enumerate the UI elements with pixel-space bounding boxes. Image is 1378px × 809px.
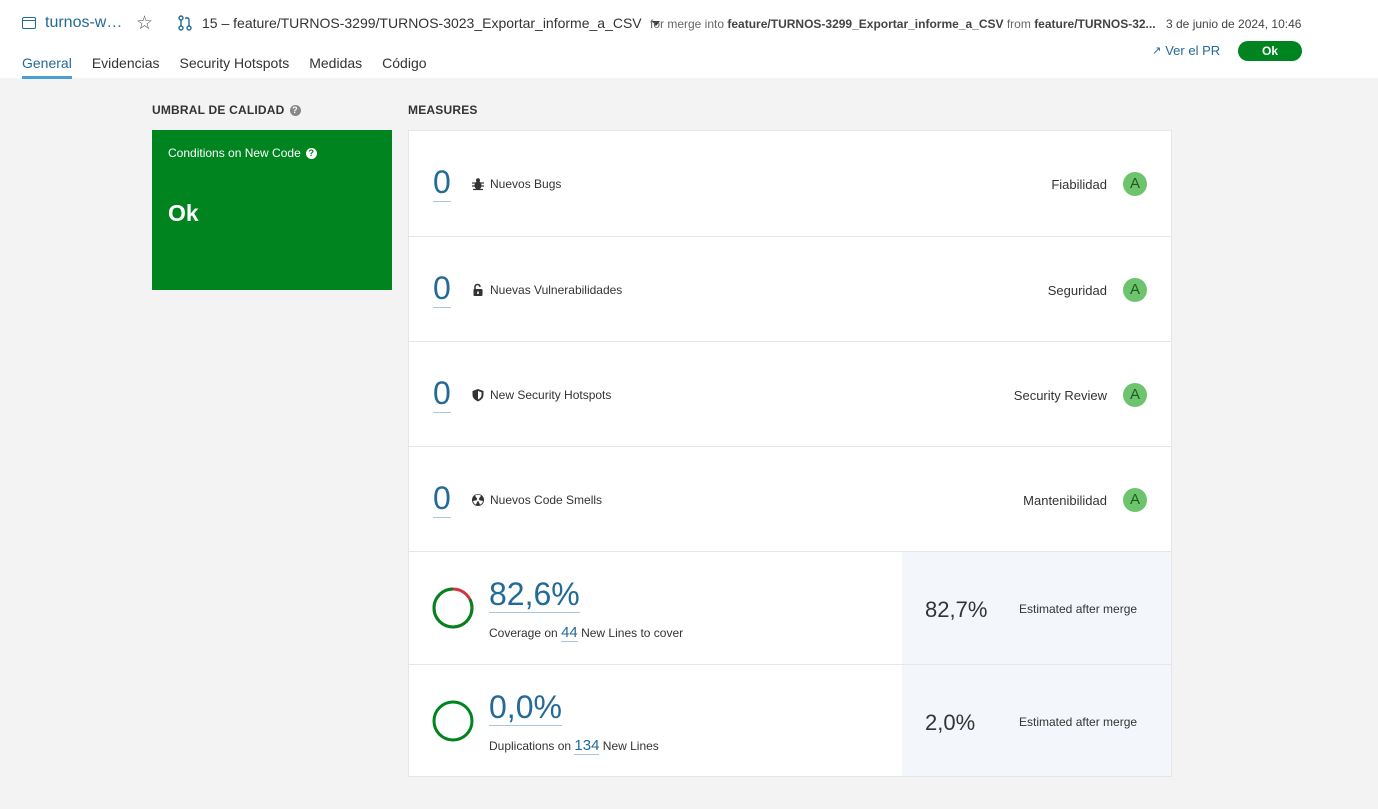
tab-codigo[interactable]: Código xyxy=(382,55,427,71)
rating-badge[interactable]: A xyxy=(1123,383,1147,407)
merge-prefix: for merge into xyxy=(650,17,725,31)
measure-category: Seguridad xyxy=(1047,283,1107,298)
status-badge: Ok xyxy=(1238,41,1302,61)
quality-gate-status: Ok xyxy=(168,200,199,226)
coverage-arc xyxy=(432,587,474,629)
measure-label: Nuevos Bugs xyxy=(471,177,561,191)
coverage-value[interactable]: 82,6% xyxy=(489,576,580,613)
measure-label: Nuevas Vulnerabilidades xyxy=(471,283,622,297)
coverage-lines-link[interactable]: 44 xyxy=(561,624,578,642)
view-pr-link[interactable]: ↗ Ver el PR xyxy=(1152,43,1220,58)
rating-badge[interactable]: A xyxy=(1123,488,1147,512)
measure-category: Security Review xyxy=(1013,388,1107,403)
tab-evidencias[interactable]: Evidencias xyxy=(91,55,160,71)
duplications-row: 0,0% Duplications on 134 New Lines 2,0% … xyxy=(409,665,1171,776)
rating-badge[interactable]: A xyxy=(1123,172,1147,196)
branch-label[interactable]: 15 – feature/TURNOS-3299/TURNOS-3023_Exp… xyxy=(202,15,642,31)
quality-gate-box: Conditions on New Code ? Ok xyxy=(152,130,392,290)
after-merge-panel xyxy=(902,665,1171,776)
measure-label: New Security Hotspots xyxy=(471,388,611,402)
measures-title: MEASURES xyxy=(408,103,478,117)
merge-target: feature/TURNOS-3299_Exportar_informe_a_C… xyxy=(727,17,1004,31)
measure-row-code-smells: 0 Nuevos Code Smells Mantenibilidad A xyxy=(409,447,1171,552)
measure-category: Mantenibilidad xyxy=(1023,493,1107,508)
bug-icon xyxy=(472,178,484,191)
measure-value[interactable]: 0 xyxy=(433,480,451,518)
coverage-after-label: Estimated after merge xyxy=(1019,602,1138,616)
measure-label: Nuevos Code Smells xyxy=(471,493,602,507)
measure-row-hotspots: 0 New Security Hotspots Security Review … xyxy=(409,342,1171,447)
measure-value[interactable]: 0 xyxy=(433,270,451,308)
project-link[interactable]: turnos-w… xyxy=(22,14,122,32)
measure-label-text[interactable]: Nuevos Bugs xyxy=(490,177,562,191)
measure-row-bugs: 0 Nuevos Bugs Fiabilidad A xyxy=(409,131,1171,237)
measure-row-vulnerabilities: 0 Nuevas Vulnerabilidades Seguridad A xyxy=(409,237,1171,342)
branch-selector[interactable]: 15 – feature/TURNOS-3299/TURNOS-3023_Exp… xyxy=(178,15,660,31)
coverage-prefix: Coverage on xyxy=(489,626,558,640)
duplications-after-label: Estimated after merge xyxy=(1019,715,1138,729)
pull-request-icon xyxy=(178,15,192,31)
external-link-icon: ↗ xyxy=(1152,45,1162,57)
coverage-suffix: New Lines to cover xyxy=(581,626,684,640)
rating-badge[interactable]: A xyxy=(1123,278,1147,302)
merge-source: feature/TURNOS-32... xyxy=(1034,17,1156,31)
duplications-after-value: 2,0% xyxy=(925,710,976,735)
duplications-circle-icon xyxy=(432,700,474,742)
merge-from-prefix: from xyxy=(1006,17,1031,31)
lock-icon xyxy=(473,283,483,296)
tab-general[interactable]: General xyxy=(22,55,72,79)
help-icon[interactable]: ? xyxy=(305,147,317,159)
measures-panel: 0 Nuevos Bugs Fiabilidad A 0 Nuevas Vuln… xyxy=(408,130,1172,777)
analysis-date: 3 de junio de 2024, 10:46 xyxy=(1166,17,1302,31)
measure-value[interactable]: 0 xyxy=(433,375,451,413)
tab-security-hotspots[interactable]: Security Hotspots xyxy=(179,55,290,71)
duplications-value[interactable]: 0,0% xyxy=(489,689,562,726)
quality-gate-title-text: UMBRAL DE CALIDAD xyxy=(152,103,285,117)
code-smell-icon xyxy=(472,494,484,506)
tab-medidas[interactable]: Medidas xyxy=(309,55,363,71)
conditions-label: Conditions on New Code ? xyxy=(168,146,317,160)
coverage-sub: Coverage on 44 New Lines to cover xyxy=(489,624,684,642)
help-icon[interactable]: ? xyxy=(289,104,301,116)
favorite-star-icon[interactable]: ☆ xyxy=(136,13,154,34)
measure-value[interactable]: 0 xyxy=(433,164,451,202)
measure-label-text[interactable]: Nuevos Code Smells xyxy=(490,493,603,507)
after-merge-panel xyxy=(902,552,1171,664)
chevron-down-icon[interactable] xyxy=(651,20,660,26)
measures-title-text: MEASURES xyxy=(408,103,478,117)
duplications-prefix: Duplications on xyxy=(489,739,572,753)
project-icon xyxy=(22,17,36,29)
measure-label-text[interactable]: New Security Hotspots xyxy=(490,388,612,402)
measure-category: Fiabilidad xyxy=(1051,177,1107,192)
tab-bar: General Evidencias Security Hotspots Med… xyxy=(22,55,447,79)
coverage-row: 82,6% Coverage on 44 New Lines to cover … xyxy=(409,552,1171,665)
coverage-donut-icon xyxy=(432,587,474,629)
quality-gate-title: UMBRAL DE CALIDAD ? xyxy=(152,103,301,117)
duplications-lines-link[interactable]: 134 xyxy=(574,737,600,755)
duplications-suffix: New Lines xyxy=(602,739,659,753)
shield-icon xyxy=(472,389,484,402)
project-name[interactable]: turnos-w… xyxy=(45,14,123,31)
measure-label-text[interactable]: Nuevas Vulnerabilidades xyxy=(490,283,623,297)
duplications-sub: Duplications on 134 New Lines xyxy=(489,737,659,755)
view-pr-label[interactable]: Ver el PR xyxy=(1165,43,1221,58)
merge-info: for merge into feature/TURNOS-3299_Expor… xyxy=(650,17,1158,31)
top-bar: turnos-w… ☆ 15 – feature/TURNOS-3299/TUR… xyxy=(0,0,1378,79)
coverage-after-value: 82,7% xyxy=(925,597,988,622)
conditions-text: Conditions on New Code xyxy=(168,146,301,160)
